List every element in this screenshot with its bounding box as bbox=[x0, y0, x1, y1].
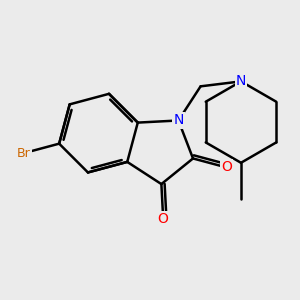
Text: N: N bbox=[236, 74, 246, 88]
Text: Br: Br bbox=[17, 147, 31, 160]
Text: O: O bbox=[158, 212, 169, 226]
Text: O: O bbox=[221, 160, 232, 174]
Text: N: N bbox=[173, 113, 184, 128]
